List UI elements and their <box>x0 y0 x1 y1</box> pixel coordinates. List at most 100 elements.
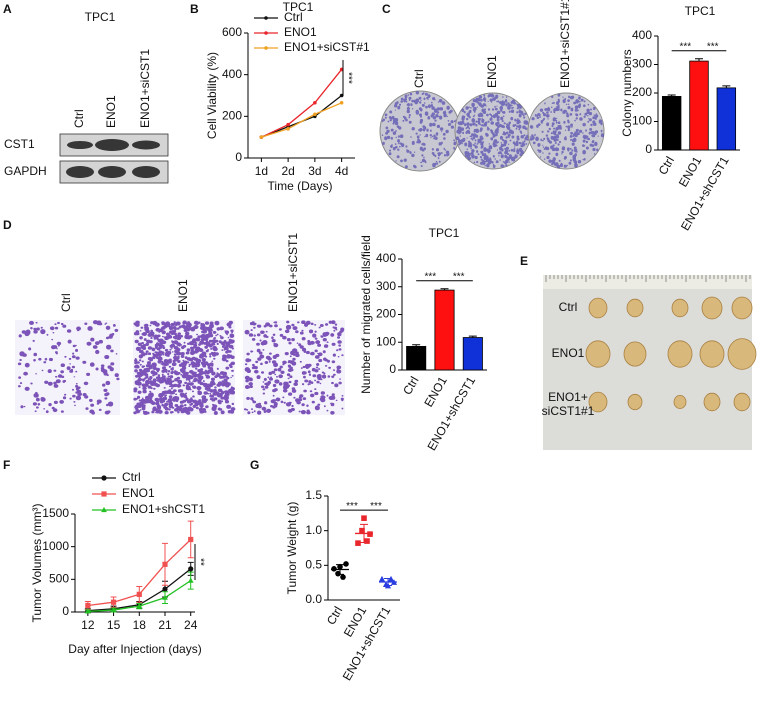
tumor <box>588 297 608 319</box>
error-bar <box>695 58 703 62</box>
y-axis-label: Cell Viability (%) <box>205 52 219 139</box>
y-tick-label: 600 <box>222 25 242 39</box>
marker <box>101 491 107 497</box>
marker <box>85 602 91 609</box>
legend-label: ENO1 <box>122 486 155 500</box>
y-tick-label: 0 <box>235 150 242 164</box>
marker <box>101 475 107 481</box>
ruler-ticks <box>545 275 751 282</box>
x-axis-label: Day after Injection (days) <box>68 642 201 656</box>
marker <box>335 570 341 577</box>
marker <box>136 591 142 597</box>
error-bar <box>412 344 421 347</box>
marker <box>367 531 373 537</box>
tumor <box>727 338 757 370</box>
marker <box>339 100 344 105</box>
marker <box>313 100 317 105</box>
bar <box>661 96 682 151</box>
sig-annotation: *** <box>370 501 382 512</box>
marker <box>162 561 168 567</box>
x-tick-label: 21 <box>158 618 172 632</box>
sig-annotation: *** <box>346 501 358 512</box>
x-tick-label: Ctrl <box>324 604 345 627</box>
colonies <box>529 93 605 169</box>
marker <box>110 599 117 605</box>
legend-label: ENO1+siCST#1 <box>284 40 370 54</box>
marker <box>340 574 346 580</box>
y-tick-label: 1000 <box>42 539 69 553</box>
blot-band <box>132 140 160 150</box>
x-tick-label: 24 <box>184 618 198 632</box>
y-tick-label: 200 <box>376 307 396 321</box>
panel-letter: A <box>3 2 12 16</box>
y-axis-label: Tumor Volumes (mm³) <box>30 504 44 623</box>
row-label: GAPDH <box>4 164 47 178</box>
y-tick-label: 100 <box>376 334 396 348</box>
marker <box>264 16 268 20</box>
plate-label: ENO1 <box>485 55 499 88</box>
y-tick-label: 300 <box>632 57 652 71</box>
tumor <box>667 340 693 368</box>
lane-label: ENO1 <box>104 95 118 128</box>
marker <box>259 135 264 139</box>
marker <box>264 31 268 35</box>
panel-letter: F <box>3 458 10 472</box>
panel-letter: E <box>520 254 528 268</box>
colonies <box>455 93 530 169</box>
tumor <box>671 298 689 318</box>
tumor <box>673 394 687 409</box>
bar <box>716 87 737 151</box>
field-label: ENO1 <box>176 279 190 312</box>
y-tick-label: 100 <box>632 114 652 128</box>
blot-band <box>132 166 160 178</box>
y-tick-label: 1.5 <box>305 488 322 502</box>
marker <box>136 603 143 609</box>
x-tick-label: 1d <box>255 164 268 178</box>
series-line <box>261 69 343 138</box>
marker <box>359 527 365 534</box>
x-tick-label: 18 <box>133 618 147 632</box>
x-tick-label: 3d <box>308 164 321 178</box>
tumor <box>627 393 643 411</box>
photo-label: siCST1#1 <box>542 404 595 418</box>
cells <box>17 320 120 415</box>
series-line <box>261 102 342 138</box>
field-label: ENO1+siCST1 <box>286 233 300 312</box>
field-label: Ctrl <box>59 293 73 312</box>
blot-band <box>98 166 126 178</box>
panel-letter: B <box>190 2 199 16</box>
bar <box>462 337 483 371</box>
bar <box>434 289 455 371</box>
sig-annotation: *** <box>707 41 719 52</box>
tumor <box>703 392 721 412</box>
tumor <box>588 391 608 413</box>
error-bar <box>440 288 449 291</box>
x-tick-label: 2d <box>281 164 294 178</box>
colonies <box>381 91 459 169</box>
error-bar <box>468 335 477 338</box>
photo-label: ENO1 <box>552 346 585 360</box>
y-tick-label: 1500 <box>42 506 69 520</box>
y-tick-label: 200 <box>222 109 242 123</box>
error-bar <box>384 578 392 586</box>
cells <box>243 320 345 415</box>
blot-band <box>95 139 129 151</box>
marker <box>331 566 337 572</box>
lane-label: Ctrl <box>72 109 86 128</box>
plate-label: Ctrl <box>412 69 426 88</box>
x-axis-label: Time (Days) <box>268 179 333 193</box>
tumor <box>699 340 725 368</box>
legend-label: ENO1 <box>284 25 317 39</box>
marker <box>378 575 386 582</box>
y-tick-label: 400 <box>632 28 652 42</box>
marker <box>84 608 91 614</box>
cells <box>133 320 236 415</box>
marker <box>188 566 194 572</box>
marker <box>355 540 361 546</box>
x-tick-label: Ctrl <box>656 154 677 177</box>
panel-letter: D <box>3 218 12 232</box>
sig-annotation: *** <box>453 271 465 282</box>
marker <box>101 506 107 513</box>
y-tick-label: 300 <box>376 279 396 293</box>
